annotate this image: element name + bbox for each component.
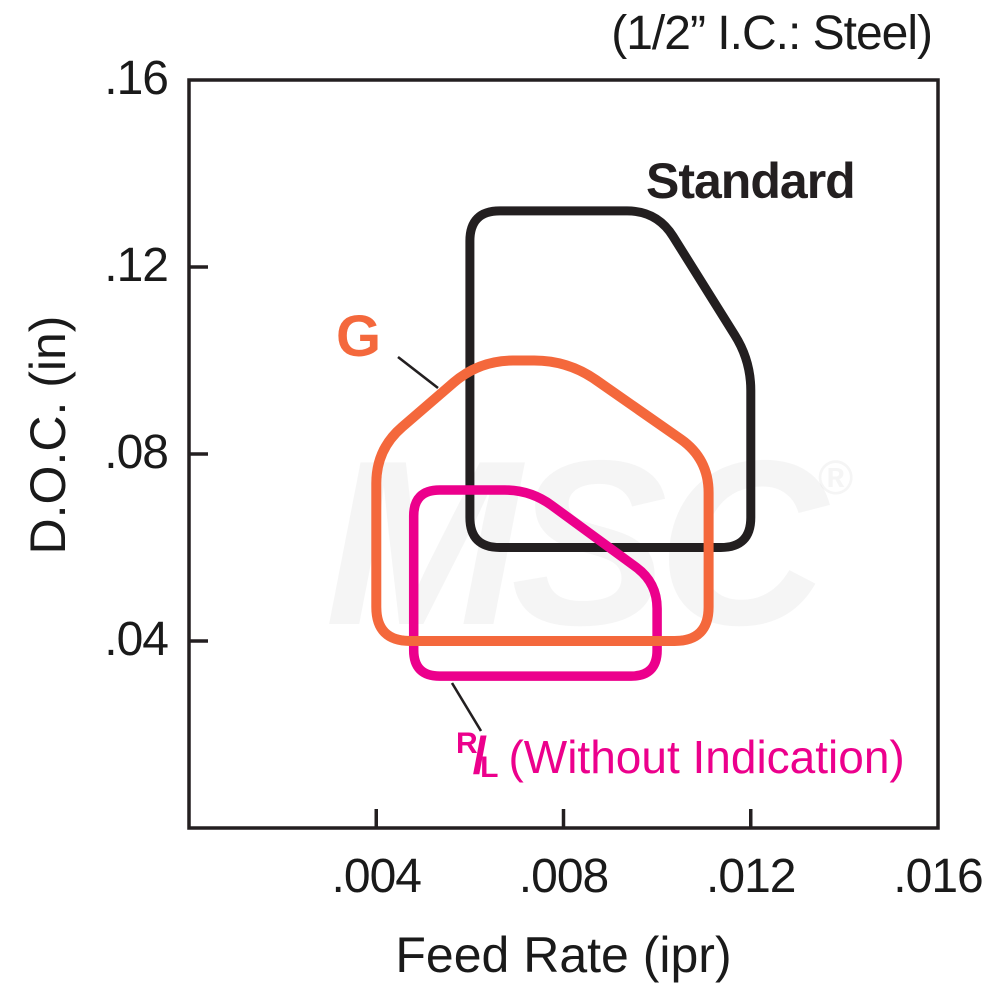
- rl-suffix: (Without Indication): [508, 731, 905, 783]
- y-tick-label: .16: [104, 52, 169, 105]
- rl-numerator: R: [456, 727, 478, 760]
- x-tick-label: .008: [518, 850, 609, 903]
- rl-slash: /: [472, 727, 488, 785]
- region-rl-without-indication: [408, 485, 662, 681]
- x-tick-label: .004: [331, 850, 422, 903]
- x-tick-label: .012: [706, 850, 796, 903]
- region-g: [371, 355, 714, 646]
- y-tick-label: .04: [104, 613, 169, 666]
- y-tick-label: .08: [104, 426, 169, 479]
- plot-frame: [187, 78, 940, 830]
- y-tick-label: .12: [104, 239, 169, 292]
- region-standard: [465, 206, 756, 552]
- region-label-g: G: [336, 304, 382, 369]
- chart-title: (1/2” I.C.: Steel): [611, 7, 933, 60]
- rl-denominator: L: [480, 751, 499, 784]
- rl-label-leader-line: [450, 682, 483, 732]
- region-label-standard: Standard: [646, 153, 856, 209]
- x-tick-label: .016: [893, 850, 983, 903]
- x-axis-label: Feed Rate (ipr): [395, 927, 732, 983]
- region-label-rl: R/L (Without Indication): [456, 727, 905, 785]
- registered-mark-icon: ®: [817, 452, 853, 505]
- g-label-leader-line: [397, 355, 439, 390]
